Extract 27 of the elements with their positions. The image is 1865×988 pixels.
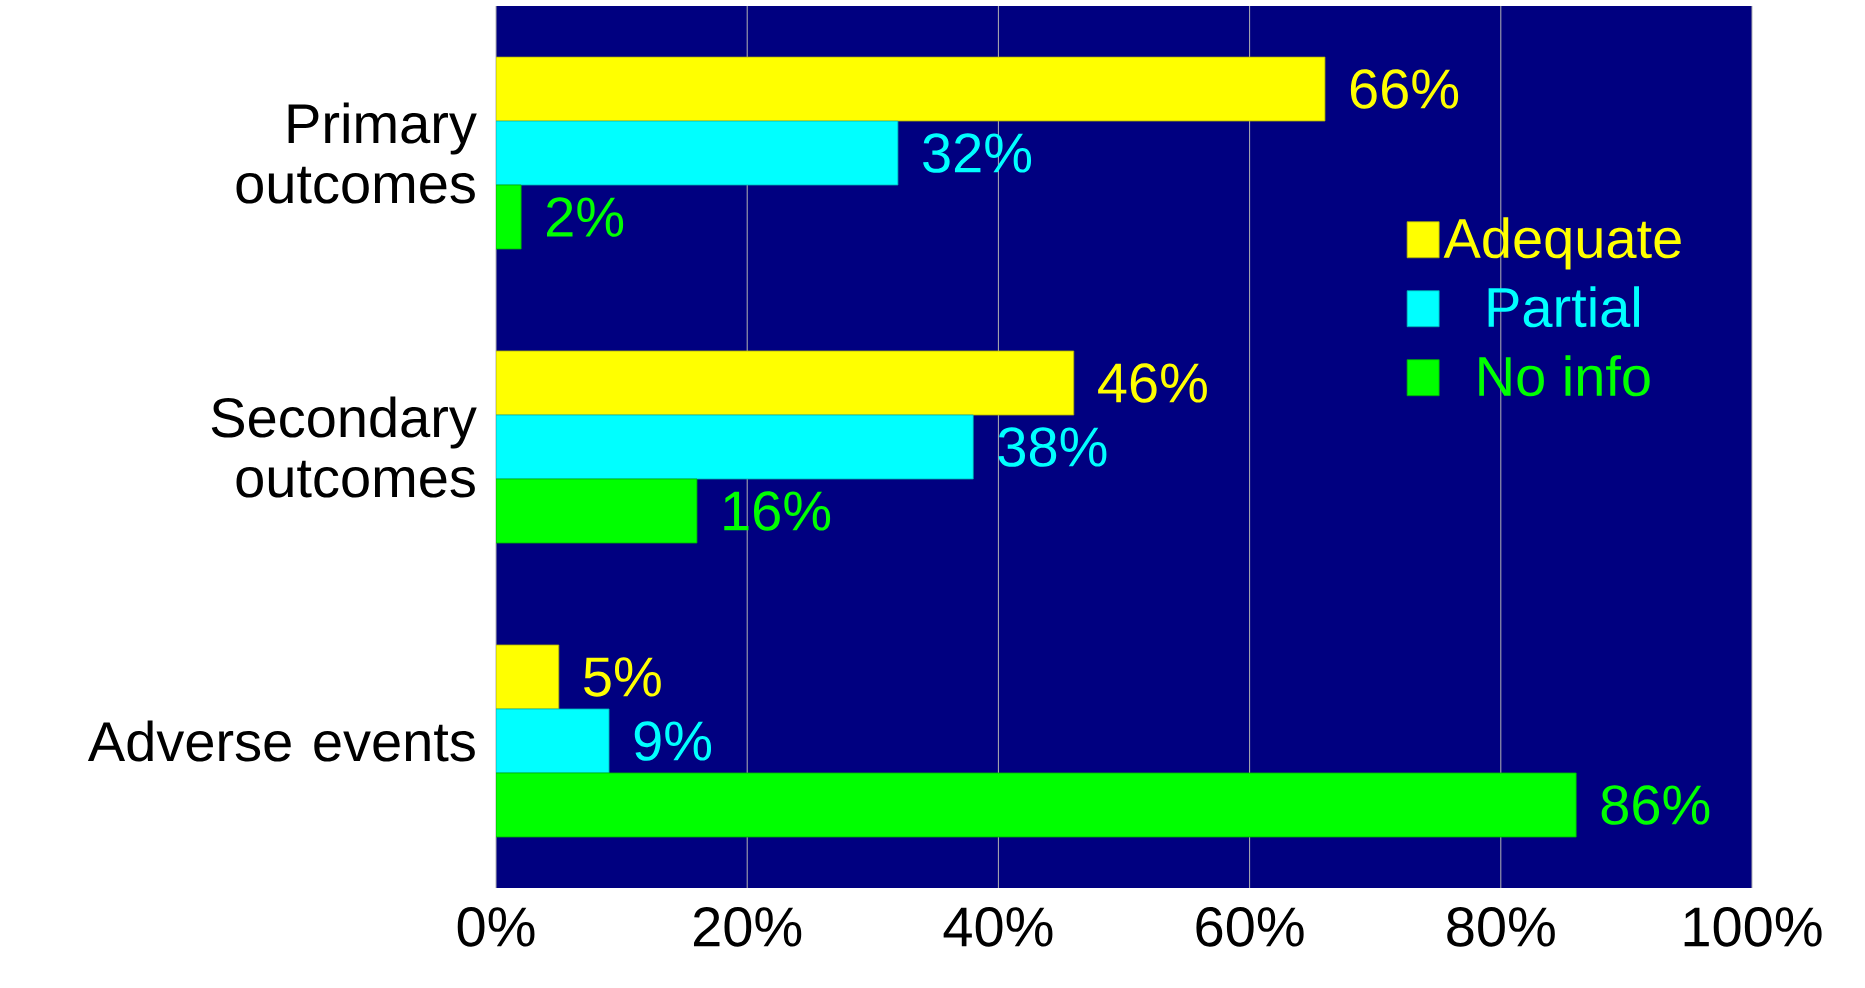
data-label: 9%: [634, 721, 712, 761]
y-tick-label: Adverse events: [87, 720, 475, 762]
y-tick-label: Secondary outcomes: [211, 396, 477, 498]
bar: [496, 414, 974, 480]
data-label: 16%: [724, 491, 831, 531]
data-label: 66%: [1350, 69, 1459, 109]
bar: [496, 120, 899, 186]
data-label: 5%: [584, 657, 661, 697]
x-tick-label: 0%: [457, 907, 535, 947]
x-tick-label: 80%: [1447, 907, 1555, 947]
bar: [496, 56, 1326, 122]
x-tick-label: 100%: [1684, 907, 1822, 947]
x-tick-label: 40%: [943, 907, 1053, 947]
bar: [496, 478, 698, 544]
bar: [496, 350, 1075, 416]
data-label: 2%: [547, 197, 624, 237]
data-label: 46%: [1098, 363, 1207, 403]
data-label: 86%: [1601, 785, 1710, 825]
x-tick-label: 60%: [1196, 907, 1304, 947]
legend-label: No info: [1479, 355, 1650, 397]
bar: [496, 644, 560, 710]
legend-label: Partial: [1488, 286, 1640, 328]
x-tick-label: 20%: [693, 907, 802, 947]
legend-label: Adequate: [1443, 217, 1681, 270]
y-tick-label: Primary outcomes: [236, 102, 477, 204]
bar: [496, 708, 610, 774]
bar: [496, 772, 1577, 838]
